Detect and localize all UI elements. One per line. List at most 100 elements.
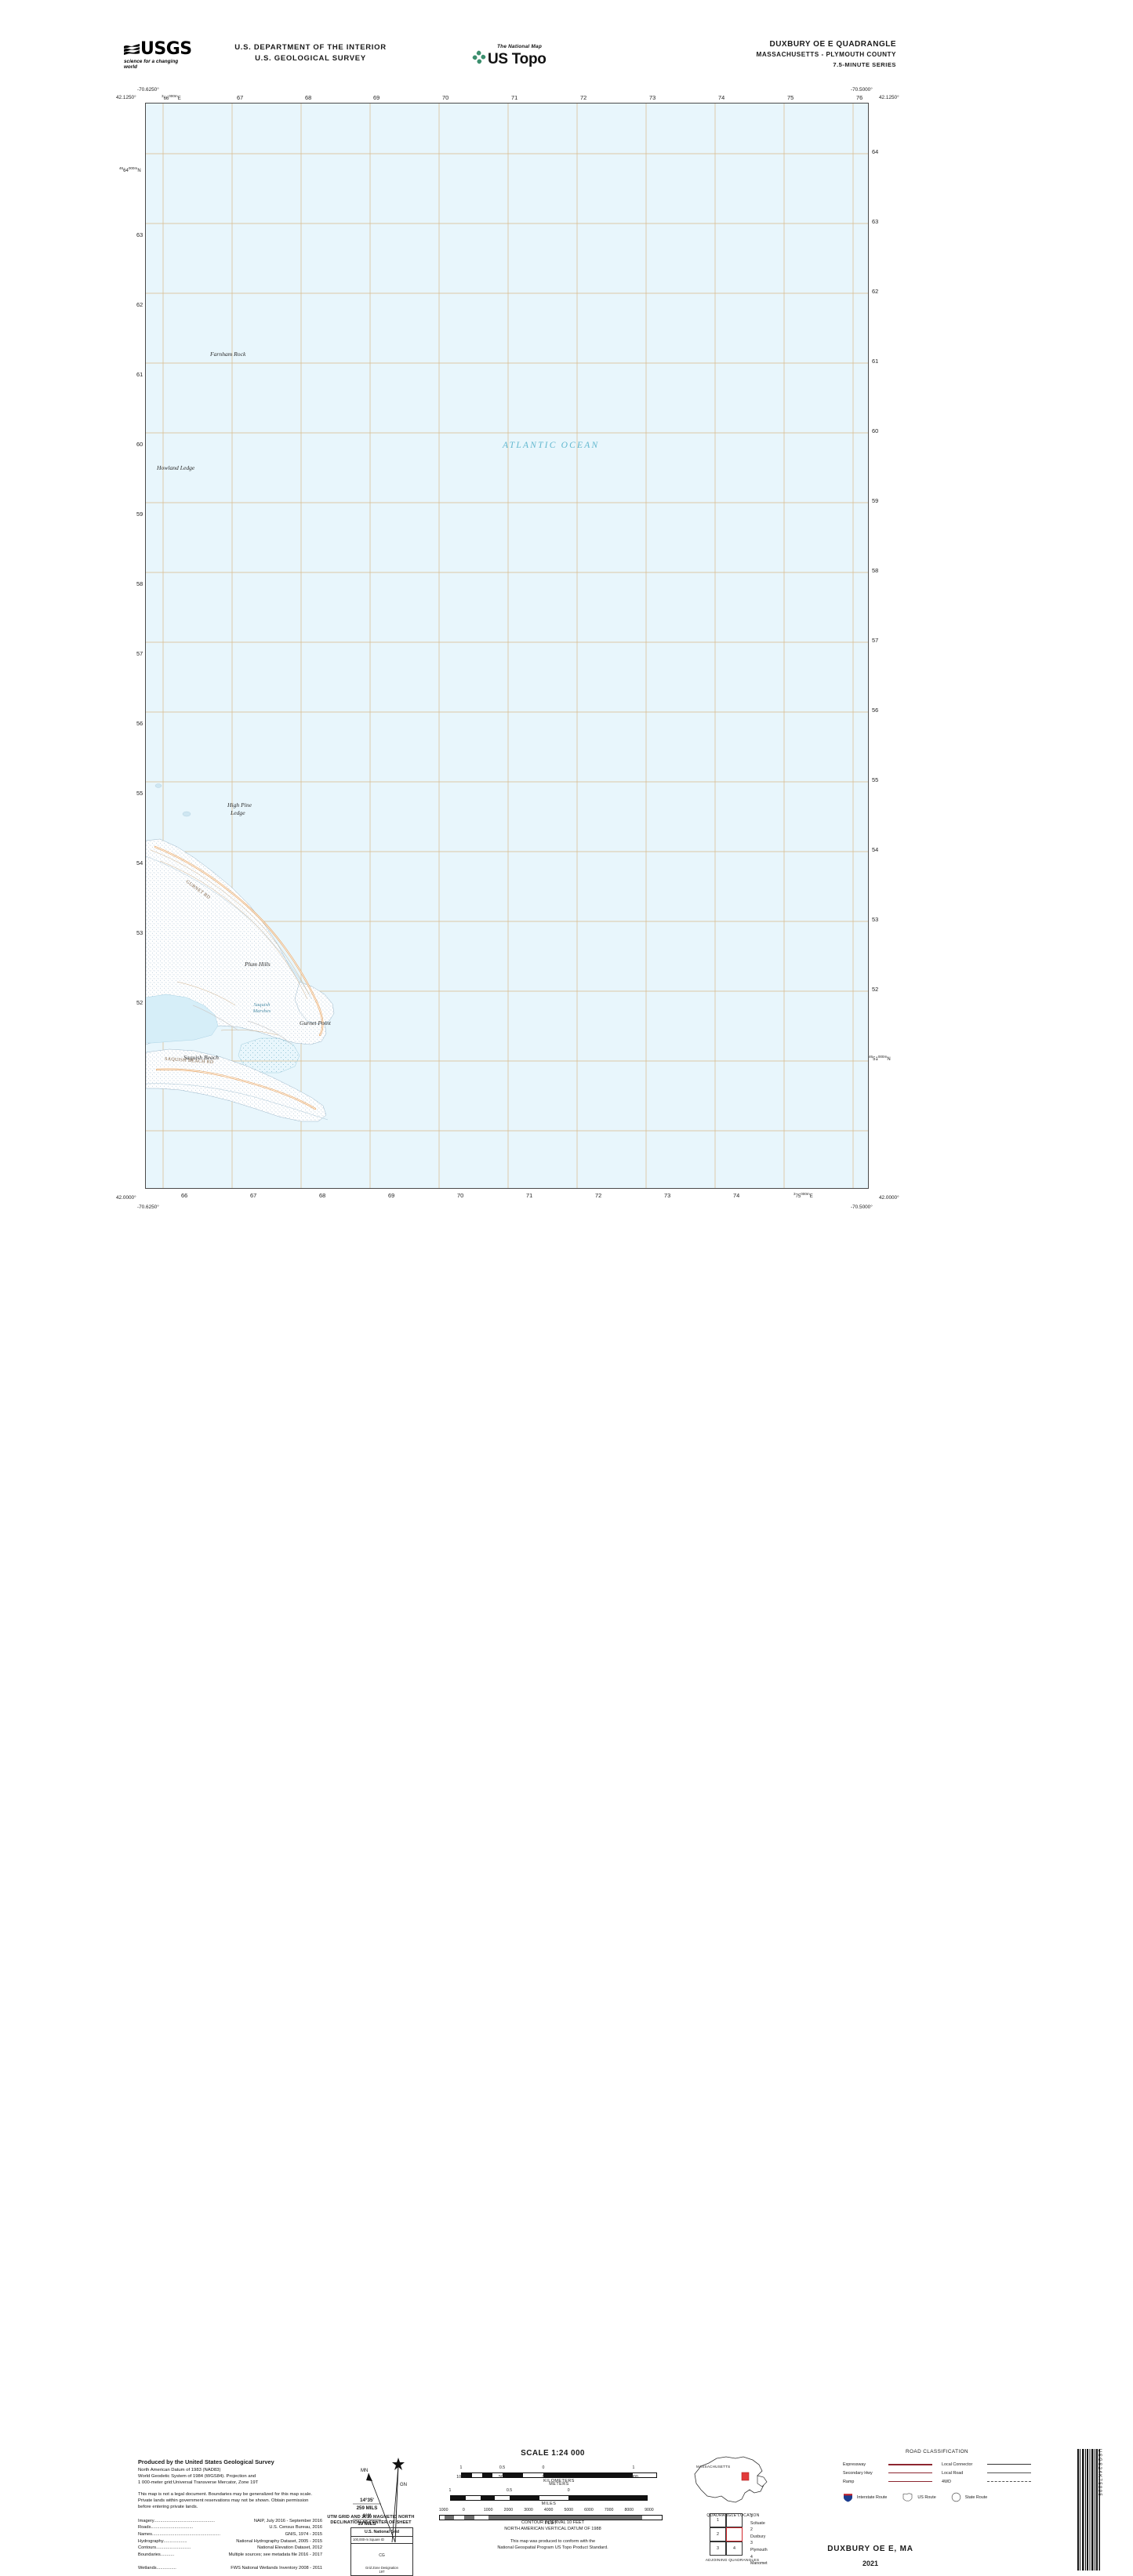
map-collar: Produced by the United States Geological…	[0, 1212, 1133, 2576]
adj-cell-1: 1	[710, 2513, 726, 2527]
mi-label-2: 0	[567, 2488, 570, 2493]
utm-tick-left-53: 53	[136, 929, 143, 936]
contour-interval-note: CONTOUR INTERVAL 10 FEET NORTH AMERICAN …	[463, 2520, 643, 2532]
mi-unit: MILES	[541, 2502, 557, 2506]
utm-tick-bottom-70: 70	[457, 1192, 464, 1199]
source-label: Wetlands	[138, 2566, 157, 2571]
quadrangle-name: DUXBURY OE E QUADRANGLE	[769, 40, 896, 49]
scale-bar-meters: 1000 500 0 1000 METERS	[456, 2475, 657, 2487]
bottom-map-title: DUXBURY OE E, MA 2021	[784, 2545, 957, 2567]
utm-tick-right-57: 57	[872, 637, 879, 644]
credits-sources: Imagery ................................…	[138, 2518, 322, 2572]
road-row-4wd: 4WD	[942, 2477, 1031, 2486]
utm-tick-left-57: 57	[136, 650, 143, 657]
grid-box-zone: Grid Zone Designation 19T	[365, 2566, 398, 2574]
road-row-local-road: Local Road	[942, 2469, 1031, 2477]
topographic-map[interactable]: ATLANTIC OCEAN Farnham Rock Howland Ledg…	[145, 103, 869, 1189]
road-classification-legend: ROAD CLASSIFICATION Expressway Secondary…	[843, 2449, 1031, 2502]
corner-label-bottom-left-lon: -70.6250°	[137, 1204, 159, 1210]
svg-text:259 MILS: 259 MILS	[357, 2505, 378, 2511]
utm-tick-left-55: 55	[136, 790, 143, 797]
ft-label-4: 3000	[524, 2508, 533, 2512]
utm-tick-left-58: 58	[136, 580, 143, 587]
road-sample-expressway	[888, 2463, 932, 2465]
adj-cell-blank-tr	[726, 2513, 743, 2527]
conformance-note: This map was produced to conform with th…	[463, 2538, 643, 2551]
ocean-label: ATLANTIC OCEAN	[503, 441, 600, 450]
source-row-contours: Contours ............................ Na…	[138, 2545, 322, 2552]
source-row-wetlands: Wetlands ................ FWS National W…	[138, 2565, 322, 2572]
road-label-local-road: Local Road	[942, 2470, 964, 2476]
leader-dots: ........................................…	[152, 2532, 220, 2538]
scale-block: SCALE 1:24 000 1 0.5 0 1 KILOMETERS 1000…	[439, 2449, 666, 2526]
svg-text:GN: GN	[400, 2483, 407, 2487]
adj-cell-current	[726, 2527, 743, 2541]
km-label-2: 0	[542, 2465, 545, 2470]
corner-label-top-right-lon: -70.5000°	[851, 87, 873, 93]
road-label-ramp: Ramp	[843, 2479, 855, 2484]
feature-label-howland-ledge: Howland Ledge	[157, 464, 195, 471]
barcode-number: USGS24K75995	[1097, 2449, 1102, 2498]
quadrangle-location-map: MASSACHUSETTS	[690, 2451, 776, 2517]
road-label-expressway: Expressway	[843, 2462, 866, 2467]
utm-tick-top-70: 70	[442, 94, 449, 101]
road-class-right-column: Local Connector Local Road 4WD	[942, 2460, 1031, 2486]
adjoining-caption: ADJOINING QUADRANGLES	[705, 2559, 760, 2563]
state-route-shield-icon	[951, 2492, 961, 2502]
km-label-3: 1	[632, 2465, 635, 2470]
grid-box-subtitle: 100,000-m Square ID	[351, 2537, 412, 2544]
utm-tick-right-63: 63	[872, 218, 879, 225]
usgs-tagline: science for a changing world	[124, 59, 179, 70]
utm-tick-left-56: 56	[136, 720, 143, 727]
leader-dots: ................	[156, 2566, 176, 2571]
utm-tick-right-59: 59	[872, 497, 879, 504]
ft-label-10: 9000	[645, 2508, 654, 2512]
us-topo-logo: The National Map US Topo	[470, 44, 596, 69]
conform-line-2: National Geospatial Program US Topo Prod…	[497, 2545, 608, 2550]
utm-tick-bottom-67: 67	[250, 1192, 257, 1199]
leader-dots: ..................................	[151, 2525, 194, 2531]
km-label-0: 1	[459, 2465, 463, 2470]
road-label-secondary-hwy: Secondary Hwy	[843, 2470, 873, 2476]
credits-block: Produced by the United States Geological…	[138, 2458, 322, 2572]
source-label: Roads	[138, 2525, 151, 2531]
ft-label-1: 0	[462, 2508, 465, 2512]
bottom-title-year: 2021	[862, 2560, 879, 2567]
utm-tick-left-60: 60	[136, 441, 143, 448]
utm-easting-bottom-last: 375000mE	[793, 1192, 813, 1199]
pinwheel-icon	[470, 49, 488, 69]
utm-tick-right-56: 56	[872, 707, 879, 714]
usgs-acronym: USGS	[140, 39, 192, 59]
ft-label-2: 1000	[483, 2508, 493, 2512]
conform-line-1: This map was produced to conform with th…	[510, 2539, 596, 2544]
source-row-roads: Roads ..................................…	[138, 2524, 322, 2531]
source-label: Imagery	[138, 2518, 154, 2523]
adjoining-item-2: 2 Duxbury	[750, 2527, 766, 2539]
quadrangle-series: 7.5-MINUTE SERIES	[833, 61, 896, 68]
road-sample-ramp	[888, 2481, 932, 2482]
source-value: GNIS, 1974 - 2015	[285, 2532, 322, 2538]
state-route-label: State Route	[964, 2494, 988, 2500]
m-label-3: 1000	[629, 2475, 638, 2480]
utm-tick-top-76: 76	[856, 94, 863, 101]
m-label-1: 500	[499, 2475, 506, 2480]
adj-cell-4: 4	[726, 2541, 743, 2556]
route-shield-row: Interstate Route US Route State Route	[843, 2492, 1031, 2502]
marsh-label-saquish-marshes: Saquish Marshes	[252, 1002, 271, 1014]
grid-box-title: U.S. National Grid	[351, 2528, 412, 2537]
utm-tick-bottom-68: 68	[319, 1192, 326, 1199]
mi-label-1: 0.5	[506, 2488, 513, 2493]
grid-box-square-id: CG	[379, 2553, 385, 2558]
m-unit: METERS	[549, 2482, 569, 2487]
map-graticule-labels: 42.1250° -70.6250° 42.1250° -70.5000° 42…	[0, 0, 1133, 1223]
credits-datum-2: World Geodetic System of 1984 (WGS84). P…	[138, 2474, 256, 2480]
utm-tick-top-73: 73	[649, 94, 656, 101]
ft-label-8: 7000	[604, 2508, 614, 2512]
declination-caption: UTM GRID AND 2019 MAGNETIC NORTH DECLINA…	[312, 2515, 430, 2527]
barcode: USGS24K75995	[1077, 2449, 1113, 2571]
national-map-label: The National Map	[497, 44, 543, 49]
utm-tick-right-61: 61	[872, 358, 879, 365]
svg-text:MN: MN	[361, 2469, 368, 2473]
feature-label-gurnet-point: Gurnet Point	[300, 1019, 331, 1026]
usgs-waves-icon	[124, 42, 140, 55]
